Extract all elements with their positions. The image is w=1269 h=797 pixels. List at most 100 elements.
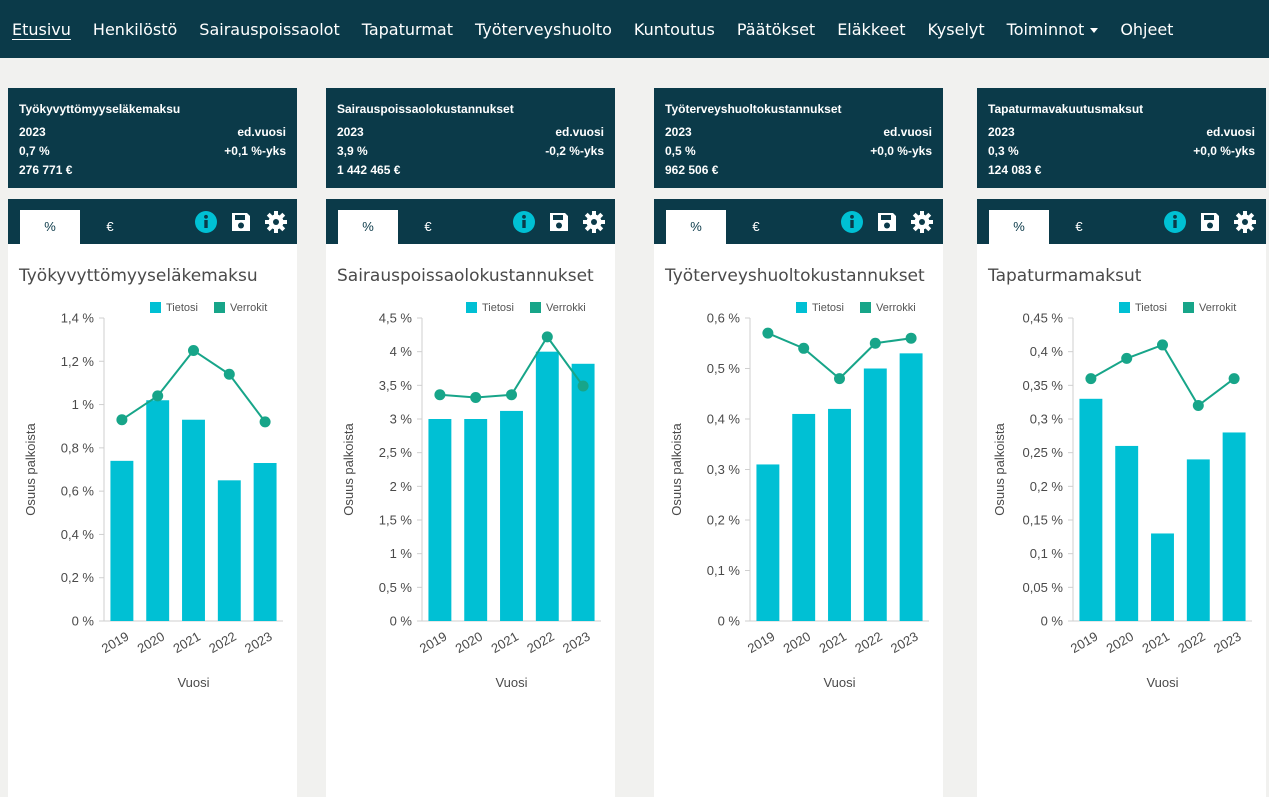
chart: Työterveyshuoltokustannukset Tietosi Verro… (654, 244, 943, 704)
legend-swatch-bar (796, 302, 807, 313)
legend-label-bar: Tietosi (812, 302, 844, 314)
info-icon[interactable] (1163, 210, 1187, 234)
tab-percent[interactable]: % (338, 210, 398, 244)
x-tick-label: 2023 (1211, 629, 1244, 656)
x-tick-label: 2020 (1104, 629, 1137, 656)
tab-euro[interactable]: € (106, 219, 114, 234)
bar[interactable] (899, 353, 923, 621)
bar[interactable] (217, 480, 241, 621)
tab-percent[interactable]: % (20, 210, 80, 244)
comparison-point[interactable] (1228, 373, 1240, 385)
bar[interactable] (828, 408, 851, 621)
nav-item-elakkeet[interactable]: Eläkkeet (837, 19, 906, 39)
y-tick-label: 0,25 % (1023, 445, 1064, 460)
y-tick-label: 0,5 % (707, 361, 741, 376)
bar[interactable] (756, 464, 780, 621)
nav-item-sairauspoissaolot[interactable]: Sairauspoissaolot (199, 19, 340, 39)
bar[interactable] (1186, 459, 1210, 621)
stats-row-amount: 276 771 € (19, 161, 286, 180)
bar[interactable] (863, 368, 887, 622)
tab-percent[interactable]: % (989, 210, 1049, 244)
bar[interactable] (182, 419, 205, 621)
y-tick-label: 0 % (1041, 614, 1064, 629)
legend-swatch-bar (1119, 302, 1130, 313)
comparison-point[interactable] (1157, 339, 1168, 351)
stats-year: 2023 (337, 125, 364, 139)
tab-euro[interactable]: € (1075, 219, 1083, 234)
nav-item-etusivu[interactable]: Etusivu (12, 19, 71, 39)
stats-row-pct: 0,3 % +0,0 %-yks (988, 142, 1255, 161)
kpi-card: Työterveyshuoltokustannukset 2023 ed.vuosi… (654, 88, 950, 797)
save-icon[interactable] (1198, 210, 1222, 234)
kpi-card: Tapaturmavakuutusmaksut 2023 ed.vuosi 0,3 %… (977, 88, 1269, 797)
comparison-point[interactable] (541, 331, 553, 343)
comparison-point[interactable] (223, 368, 235, 380)
comparison-point[interactable] (834, 373, 845, 385)
nav-item-tapaturmat[interactable]: Tapaturmat (361, 19, 453, 39)
comparison-point[interactable] (434, 389, 446, 401)
comparison-point[interactable] (188, 344, 199, 356)
gear-icon[interactable] (910, 210, 934, 234)
nav-item-tyoterveyshuolto[interactable]: Työterveyshuolto (474, 19, 612, 39)
x-tick-label: 2022 (1175, 629, 1208, 656)
comparison-point[interactable] (905, 332, 917, 344)
gear-icon[interactable] (1233, 210, 1257, 234)
save-icon[interactable] (229, 210, 253, 234)
y-tick-label: 3,5 % (379, 378, 413, 393)
bar[interactable] (1115, 445, 1139, 621)
stats-prev-label: ed.vuosi (1206, 125, 1255, 139)
nav-item-toiminnot[interactable]: Toiminnot (1007, 20, 1099, 39)
save-icon[interactable] (547, 210, 571, 234)
bar[interactable] (500, 410, 523, 621)
bar[interactable] (535, 351, 559, 621)
bar[interactable] (1222, 432, 1246, 621)
comparison-point[interactable] (1085, 373, 1097, 385)
nav-item-kuntoutus[interactable]: Kuntoutus (633, 19, 715, 39)
nav-item-henkilosto[interactable]: Henkilöstö (92, 19, 178, 39)
comparison-point[interactable] (798, 342, 810, 354)
info-icon[interactable] (512, 210, 536, 234)
bar[interactable] (571, 363, 595, 621)
y-tick-label: 0,3 % (707, 462, 741, 477)
comparison-point[interactable] (116, 414, 128, 426)
bar[interactable] (110, 460, 134, 621)
bar[interactable] (792, 413, 816, 621)
bar[interactable] (428, 419, 452, 621)
comparison-point[interactable] (1121, 352, 1133, 364)
tab-euro[interactable]: € (424, 219, 432, 234)
stats-pct: 0,5 % (665, 144, 696, 158)
stats-year: 2023 (19, 125, 46, 139)
comparison-point[interactable] (470, 391, 482, 403)
comparison-point[interactable] (762, 327, 774, 339)
x-tick-label: 2020 (453, 629, 486, 656)
bar[interactable] (253, 463, 277, 621)
tab-euro[interactable]: € (752, 219, 760, 234)
save-icon[interactable] (875, 210, 899, 234)
y-tick-label: 0,5 % (379, 580, 413, 595)
bar[interactable] (1079, 398, 1103, 621)
comparison-point[interactable] (259, 416, 271, 428)
chart-panel: % € Sairauspoissaolokustannukset Tietosi Ver… (326, 199, 615, 797)
tab-percent[interactable]: % (666, 210, 726, 244)
x-tick-label: 2023 (888, 629, 921, 656)
bar[interactable] (464, 419, 488, 621)
stats-title: Sairauspoissaolokustannukset (337, 102, 514, 116)
gear-icon[interactable] (582, 210, 606, 234)
y-tick-label: 1 % (390, 546, 413, 561)
comparison-point[interactable] (506, 389, 517, 401)
bar[interactable] (146, 400, 170, 621)
comparison-point[interactable] (1192, 400, 1204, 412)
nav-item-paatokset[interactable]: Päätökset (736, 19, 816, 39)
bar[interactable] (1151, 533, 1174, 621)
nav-item-ohjeet[interactable]: Ohjeet (1120, 19, 1174, 39)
info-icon[interactable] (194, 210, 218, 234)
stats-pct: 0,3 % (988, 144, 1019, 158)
gear-icon[interactable] (264, 210, 288, 234)
info-icon[interactable] (840, 210, 864, 234)
nav-item-kyselyt[interactable]: Kyselyt (927, 19, 985, 39)
comparison-point[interactable] (152, 390, 164, 402)
kpi-card: Työkyvyttömyyseläkemaksu 2023 ed.vuosi 0,7 … (8, 88, 304, 797)
stats-box: Työkyvyttömyyseläkemaksu 2023 ed.vuosi 0,7 … (8, 88, 297, 188)
comparison-point[interactable] (577, 380, 589, 392)
comparison-point[interactable] (869, 337, 881, 349)
